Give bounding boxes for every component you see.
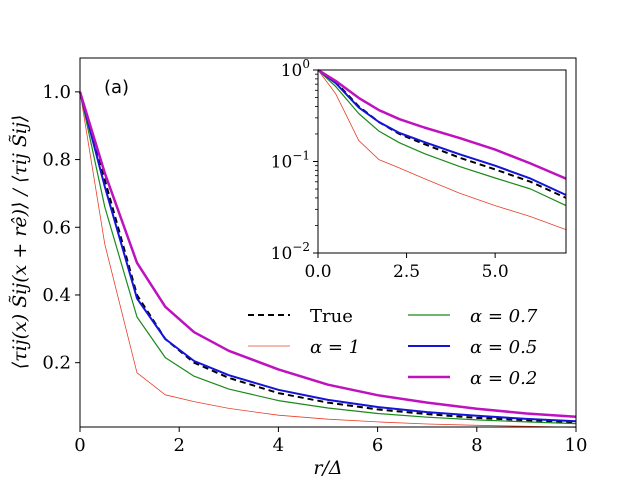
inset-y-tick-label: 100 (281, 57, 310, 81)
main-x-tick-label: 8 (471, 435, 482, 456)
legend-label: α = 0.5 (470, 337, 537, 358)
legend-entry-alpha-0-7: α = 0.7 (408, 306, 538, 327)
inset-series-alpha-1 (317, 69, 567, 230)
legend-entry-alpha-1: α = 1 (248, 337, 360, 358)
main-y-tick-label: 1.0 (42, 82, 71, 103)
y-axis-label: ⟨τij(x) S̃ij(x + rê)⟩ / ⟨τij S̃ij⟩ (9, 115, 31, 370)
panel-label: (a) (104, 77, 129, 98)
inset-series-alpha-0-2 (317, 68, 567, 180)
main-x-ticks: 0 2 4 6 8 10 (74, 427, 587, 456)
main-plot: 0 2 4 6 8 10 0.2 0.4 0.6 0.8 1.0 (a) (42, 57, 587, 456)
legend-label: True (310, 306, 353, 327)
inset-x-ticks: 0.0 2.5 5.0 (304, 253, 509, 282)
main-x-tick-label: 6 (372, 435, 383, 456)
inset-series-alpha-0-5 (317, 69, 567, 196)
main-x-tick-label: 2 (173, 435, 184, 456)
main-series-alpha-0-7 (79, 91, 577, 425)
legend-label: α = 1 (310, 337, 360, 358)
main-series-alpha-0-2 (78, 91, 577, 419)
x-axis-label-text: r/Δ (313, 457, 342, 479)
inset-y-tick-label: 10−1 (271, 149, 310, 173)
legend: True α = 1 α = 0.7 α = 0.5 α = 0.2 (248, 306, 538, 389)
main-plot-frame (79, 57, 577, 428)
main-series-lines (78, 91, 577, 428)
inset-x-tick-label: 2.5 (393, 262, 420, 282)
main-y-tick-label: 0.6 (42, 217, 71, 238)
inset-x-tick-label: 0.0 (304, 262, 331, 282)
legend-label: α = 0.2 (470, 368, 537, 389)
legend-label: α = 0.7 (470, 306, 538, 327)
inset-y-ticks: 10−2 10−1 100 (271, 57, 318, 264)
legend-entry-alpha-0-5: α = 0.5 (408, 337, 537, 358)
legend-entry-alpha-0-2: α = 0.2 (408, 368, 537, 389)
main-y-tick-label: 0.4 (42, 285, 71, 306)
main-x-tick-label: 10 (565, 435, 588, 456)
main-y-tick-label: 0.8 (42, 150, 71, 171)
main-series-alpha-0-5 (79, 91, 577, 423)
main-x-tick-label: 0 (74, 435, 85, 456)
inset-series-alpha-0-7 (317, 69, 567, 207)
y-axis-label-text: ⟨τij(x) S̃ij(x + rê)⟩ / ⟨τij S̃ij⟩ (9, 115, 31, 370)
inset-series-true (317, 69, 567, 199)
main-y-ticks: 0.2 0.4 0.6 0.8 1.0 (42, 82, 80, 374)
legend-entry-true: True (248, 306, 353, 327)
inset-plot: 0.0 2.5 5.0 10−2 10−1 100 (271, 57, 567, 282)
main-y-tick-label: 0.2 (42, 353, 71, 374)
inset-series-lines (317, 68, 567, 230)
main-x-tick-label: 4 (273, 435, 284, 456)
x-axis-label: r/Δ (313, 457, 342, 479)
inset-y-tick-label: 10−2 (271, 240, 310, 264)
inset-x-tick-label: 5.0 (482, 262, 509, 282)
main-series-alpha-1 (79, 91, 577, 428)
